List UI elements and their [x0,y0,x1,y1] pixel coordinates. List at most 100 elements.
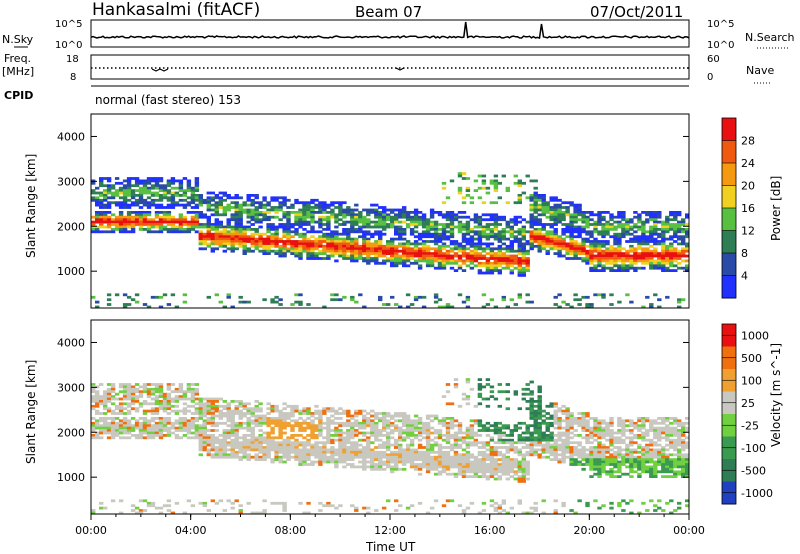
data-cell [421,254,427,258]
data-cell [521,470,526,474]
data-cell [206,434,211,437]
data-cell [346,453,351,457]
data-cell [174,395,180,398]
data-cell [517,475,522,478]
data-cell [270,458,275,461]
data-cell [445,254,451,258]
data-cell [226,230,231,234]
data-cell [497,264,502,268]
data-cell [190,228,196,231]
data-cell [629,237,634,241]
data-cell [649,211,654,214]
data-cell [234,453,239,457]
data-cell [413,453,419,457]
data-cell [485,269,491,272]
data-cell [425,426,431,430]
data-cell [533,235,538,239]
data-cell [537,203,542,207]
data-cell [150,429,156,432]
data-cell [234,235,239,239]
freq-label-2: [MHz] [2,65,34,78]
data-cell [306,450,311,454]
data-cell [473,472,479,476]
data-cell [206,412,211,415]
data-cell [637,213,642,217]
data-cell [122,392,128,396]
data-cell [617,213,622,217]
data-cell [250,441,255,445]
data-cell [134,181,140,185]
data-cell [130,509,136,512]
data-cell [390,443,395,447]
data-cell [465,506,471,510]
data-cell [378,463,383,466]
data-cell [669,213,674,217]
data-cell [417,220,423,224]
data-cell [358,230,363,234]
data-cell [545,242,550,246]
data-cell [505,465,510,469]
data-cell [282,252,287,255]
data-cell [625,230,630,234]
data-cell [382,303,387,306]
data-cell [561,218,566,222]
data-cell [306,463,311,466]
data-cell [485,429,491,432]
data-cell [270,198,275,202]
data-cell [218,453,223,457]
data-cell [378,446,383,449]
data-cell [206,201,211,205]
data-cell [346,247,351,251]
data-cell [453,419,459,423]
data-cell [433,237,439,241]
data-cell [545,223,550,226]
data-cell [274,225,279,229]
data-cell [665,223,670,226]
data-cell [250,412,255,415]
data-cell [95,402,100,406]
data-cell [661,261,666,265]
data-cell [457,472,463,476]
data-cell [505,511,510,515]
data-cell [402,429,407,432]
data-cell [521,269,526,272]
data-cell [138,424,144,428]
data-cell [95,412,100,415]
data-cell [146,419,152,423]
data-cell [170,404,176,408]
data-cell [485,397,491,401]
data-cell [186,390,192,394]
data-cell [99,230,104,234]
data-cell [298,213,303,217]
data-cell [405,259,411,263]
data-cell [162,395,168,398]
data-cell [170,426,176,430]
data-cell [561,254,566,258]
data-cell [338,434,343,437]
data-cell [134,390,140,394]
data-cell [509,438,514,442]
data-cell [198,397,203,401]
data-cell [433,259,439,263]
data-cell [481,397,487,401]
data-cell [469,266,475,270]
data-cell [465,215,471,219]
data-cell [437,436,443,440]
data-cell [95,436,100,440]
data-cell [417,463,423,466]
data-cell [605,228,610,231]
data-cell [433,232,439,236]
data-cell [170,220,176,224]
data-cell [250,455,255,459]
data-cell [354,228,359,231]
data-cell [382,208,387,212]
data-cell [254,230,259,234]
data-cell [103,218,108,222]
data-cell [465,402,471,406]
data-cell [593,242,598,246]
data-cell [517,480,522,483]
data-cell [677,211,682,214]
data-cell [417,419,423,423]
data-cell [302,206,307,209]
data-cell [362,249,367,253]
